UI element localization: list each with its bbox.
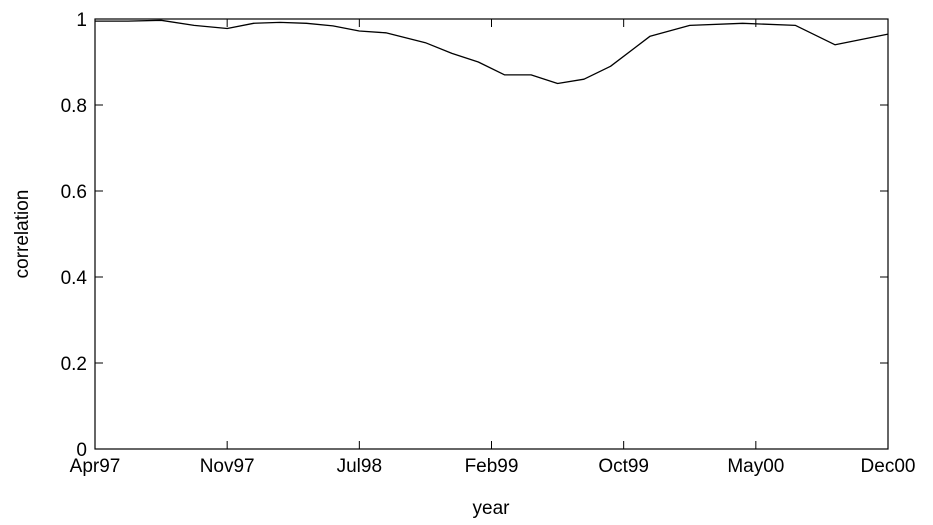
x-tick-label: Oct99 <box>598 456 649 477</box>
y-axis-label: correlation <box>12 190 33 279</box>
x-tick-label: Jul98 <box>337 456 382 477</box>
x-tick-label: May00 <box>727 456 784 477</box>
axis-ticks <box>94 18 889 450</box>
y-tick-labels: 0 0.2 0.4 0.6 0.8 1 <box>61 10 88 461</box>
x-tick-label: Apr97 <box>70 456 121 477</box>
y-tick-label: 0.8 <box>61 96 87 117</box>
y-tick-label: 1 <box>76 10 87 31</box>
x-tick-labels: Apr97 Nov97 Jul98 Feb99 Oct99 May00 Dec00 <box>70 456 916 477</box>
correlation-line <box>95 19 889 85</box>
x-tick-label: Dec00 <box>861 456 916 477</box>
y-tick-label: 0 <box>76 440 87 461</box>
x-axis-label: year <box>473 498 511 519</box>
y-tick-label: 0.4 <box>61 268 88 289</box>
y-tick-label: 0.6 <box>61 182 87 203</box>
x-tick-label: Feb99 <box>465 456 519 477</box>
y-tick-label: 0.2 <box>61 354 87 375</box>
x-tick-label: Nov97 <box>200 456 255 477</box>
plot-frame <box>94 18 889 450</box>
